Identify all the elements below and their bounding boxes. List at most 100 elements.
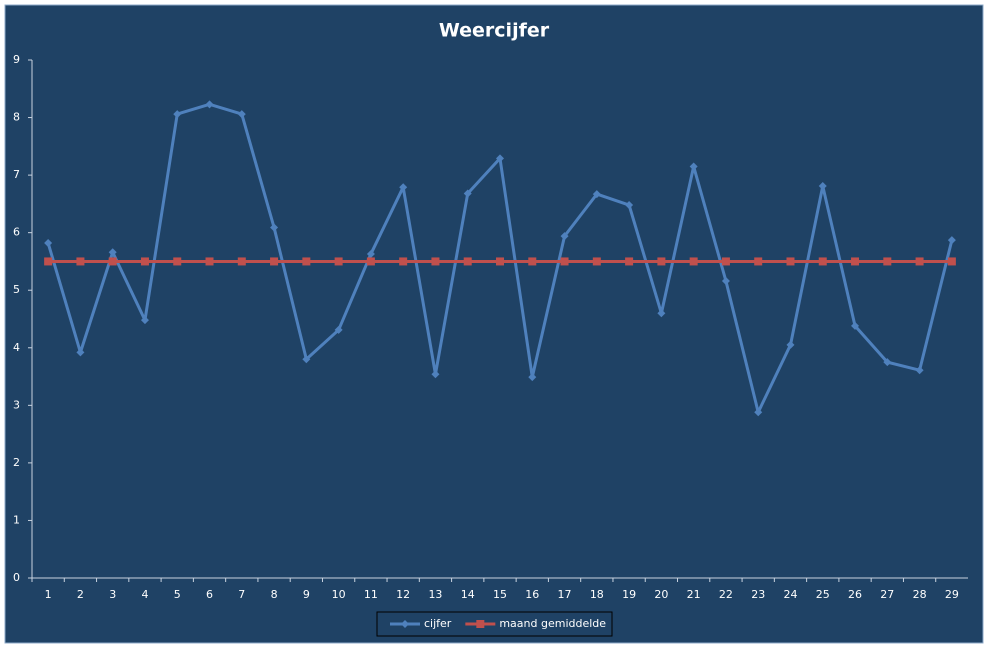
data-point	[721, 277, 730, 286]
data-point	[140, 257, 149, 266]
x-tick-label: 14	[461, 588, 475, 601]
x-tick-label: 18	[590, 588, 604, 601]
data-point	[76, 257, 85, 266]
legend-marker	[401, 620, 409, 628]
legend-label: cijfer	[424, 617, 452, 630]
x-tick-label: 8	[271, 588, 278, 601]
x-tick-label: 21	[687, 588, 701, 601]
data-point	[237, 257, 246, 266]
data-point	[625, 257, 634, 266]
data-point	[173, 257, 182, 266]
data-point	[786, 340, 795, 349]
y-tick-label: 9	[13, 53, 20, 66]
y-tick-label: 5	[13, 283, 20, 296]
x-tick-label: 17	[558, 588, 572, 601]
data-point	[463, 257, 472, 266]
legend-marker	[476, 620, 485, 628]
x-tick-label: 11	[364, 588, 378, 601]
data-point	[44, 239, 53, 248]
data-point	[431, 370, 440, 379]
data-point	[76, 348, 85, 357]
data-point	[754, 408, 763, 417]
x-tick-label: 5	[174, 588, 181, 601]
y-tick-label: 8	[13, 111, 20, 124]
chart-title: Weercijfer	[439, 20, 550, 42]
x-tick-label: 9	[303, 588, 310, 601]
data-point	[431, 257, 440, 266]
x-tick-label: 7	[238, 588, 245, 601]
y-tick-label: 7	[13, 168, 20, 181]
x-tick-label: 22	[719, 588, 733, 601]
y-tick-label: 4	[13, 341, 20, 354]
data-point	[399, 257, 408, 266]
data-point	[366, 257, 375, 266]
data-point	[108, 257, 117, 266]
x-tick-label: 3	[109, 588, 116, 601]
x-tick-label: 28	[913, 588, 927, 601]
data-point	[237, 110, 246, 119]
data-point	[205, 100, 214, 109]
legend-box	[376, 611, 613, 637]
data-point	[140, 316, 149, 325]
data-point	[625, 201, 634, 210]
data-point	[366, 249, 375, 258]
data-point	[786, 257, 795, 266]
x-tick-label: 12	[396, 588, 410, 601]
data-point	[270, 257, 279, 266]
data-point	[496, 257, 504, 266]
data-point	[818, 182, 827, 191]
data-point	[851, 321, 860, 330]
data-point	[947, 236, 956, 245]
x-tick-label: 23	[751, 588, 765, 601]
y-tick-label: 6	[13, 226, 20, 239]
x-tick-label: 26	[848, 588, 862, 601]
x-tick-label: 27	[880, 588, 894, 601]
x-tick-label: 24	[783, 588, 797, 601]
data-point	[947, 257, 956, 266]
data-point	[560, 257, 569, 266]
data-point	[592, 190, 601, 199]
x-tick-label: 13	[428, 588, 442, 601]
legend-label: maand gemiddelde	[499, 617, 606, 630]
data-point	[818, 257, 827, 266]
data-point	[302, 257, 311, 266]
x-tick-label: 16	[525, 588, 539, 601]
data-point	[399, 183, 408, 192]
data-point	[915, 366, 924, 375]
chart-background	[4, 4, 984, 644]
data-point	[689, 162, 698, 171]
data-point	[44, 257, 53, 266]
x-tick-label: 20	[654, 588, 668, 601]
data-point	[205, 257, 214, 266]
x-tick-label: 19	[622, 588, 636, 601]
y-tick-label: 0	[13, 571, 20, 584]
data-point	[334, 257, 343, 266]
data-point	[721, 257, 730, 266]
x-tick-label: 4	[141, 588, 148, 601]
data-point	[108, 248, 117, 257]
data-point	[883, 257, 892, 266]
data-point	[173, 110, 182, 119]
data-point	[657, 309, 666, 318]
data-point	[883, 358, 892, 367]
data-point	[270, 223, 279, 232]
data-point	[592, 257, 601, 266]
x-tick-label: 1	[45, 588, 52, 601]
data-point	[657, 257, 666, 266]
y-tick-label: 1	[13, 513, 20, 526]
data-point	[496, 154, 504, 163]
x-tick-label: 6	[206, 588, 213, 601]
data-point	[463, 189, 472, 198]
data-point	[334, 325, 343, 334]
x-tick-label: 29	[945, 588, 959, 601]
data-point	[528, 257, 537, 266]
data-point	[754, 257, 763, 266]
y-tick-label: 3	[13, 398, 20, 411]
data-point	[851, 257, 860, 266]
data-point	[528, 373, 537, 382]
x-tick-label: 10	[332, 588, 346, 601]
x-tick-label: 15	[493, 588, 507, 601]
x-tick-label: 2	[77, 588, 84, 601]
